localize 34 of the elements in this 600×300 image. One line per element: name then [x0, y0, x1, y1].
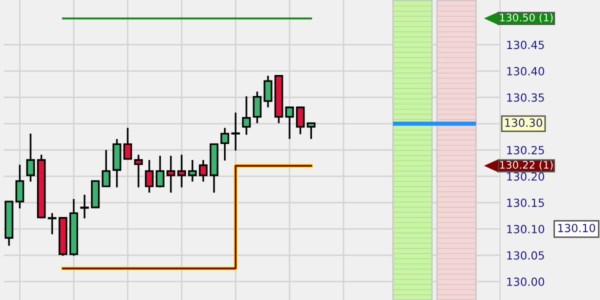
- y-tick-label: 130.40: [507, 67, 544, 76]
- candlestick: [144, 159, 154, 194]
- candlestick: [15, 164, 24, 210]
- y-tick-label: 130.20: [507, 172, 544, 181]
- candlestick: [26, 132, 35, 182]
- y-tick-label: 130.00: [507, 278, 544, 286]
- y-tick-label: 130.05: [507, 251, 544, 260]
- candlestick: [80, 194, 89, 220]
- candlestick: [48, 212, 57, 236]
- y-tick-label: 130.25: [507, 146, 544, 154]
- candlestick: [220, 127, 230, 162]
- candlestick: [306, 122, 316, 140]
- candlestick: [296, 106, 305, 136]
- y-tick-label: 130.45: [507, 40, 544, 50]
- ref-line-label: 130.30: [505, 118, 542, 127]
- candlestick: [198, 159, 208, 182]
- candlestick: [264, 74, 272, 108]
- candlestick: [123, 127, 132, 160]
- candlestick: [177, 154, 186, 188]
- text: 130.50 (1): [500, 13, 553, 23]
- candlestick: [166, 154, 176, 194]
- y-tick-label: 130.15: [507, 198, 544, 208]
- candlestick: [285, 106, 294, 140]
- text: 130.22 (1): [500, 160, 553, 170]
- text: 130.10: [558, 224, 596, 232]
- y-tick-label: 130.10: [507, 224, 544, 234]
- candlestick: [134, 154, 143, 188]
- y-tick-label: 130.35: [507, 93, 544, 102]
- candlestick: [242, 95, 251, 136]
- candlestick: [156, 154, 164, 188]
- candlestick: [252, 90, 262, 124]
- candlestick: [231, 112, 240, 152]
- candlestick: [102, 149, 110, 188]
- candlestick: [188, 159, 197, 182]
